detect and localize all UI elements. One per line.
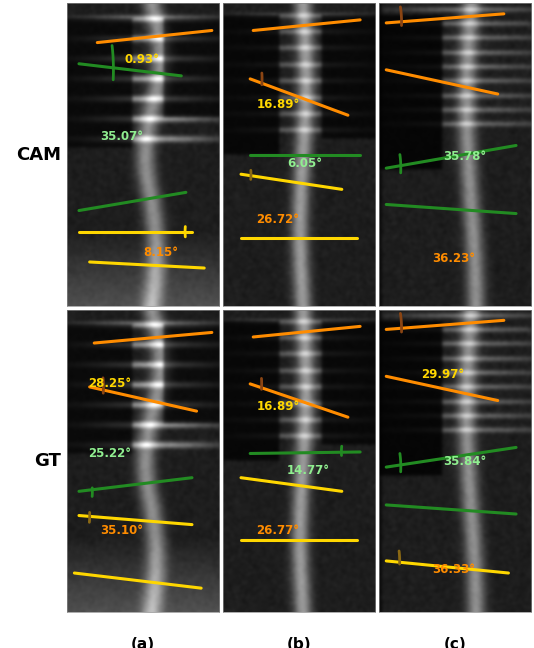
- Text: (b): (b): [287, 637, 311, 648]
- Text: 26.72°: 26.72°: [256, 213, 299, 226]
- Text: (c): (c): [444, 637, 466, 648]
- Text: 36.33°: 36.33°: [432, 564, 475, 577]
- Text: GT: GT: [35, 452, 61, 470]
- Text: 35.07°: 35.07°: [100, 130, 143, 143]
- Text: 16.89°: 16.89°: [256, 400, 300, 413]
- Text: CAM: CAM: [17, 146, 61, 163]
- Text: 29.97°: 29.97°: [421, 368, 465, 381]
- Text: 28.25°: 28.25°: [88, 377, 131, 390]
- Text: 25.22°: 25.22°: [88, 447, 131, 460]
- Text: 35.10°: 35.10°: [100, 524, 143, 537]
- Text: 8.15°: 8.15°: [143, 246, 178, 259]
- Text: 26.77°: 26.77°: [256, 524, 299, 537]
- Text: (a): (a): [131, 637, 155, 648]
- Text: 6.05°: 6.05°: [287, 157, 322, 170]
- Text: 16.89°: 16.89°: [256, 98, 300, 111]
- Text: 35.84°: 35.84°: [443, 454, 486, 468]
- Text: 35.78°: 35.78°: [443, 150, 486, 163]
- Text: 0.93°: 0.93°: [125, 52, 160, 65]
- Text: 14.77°: 14.77°: [287, 463, 330, 477]
- Text: 36.23°: 36.23°: [432, 253, 475, 266]
